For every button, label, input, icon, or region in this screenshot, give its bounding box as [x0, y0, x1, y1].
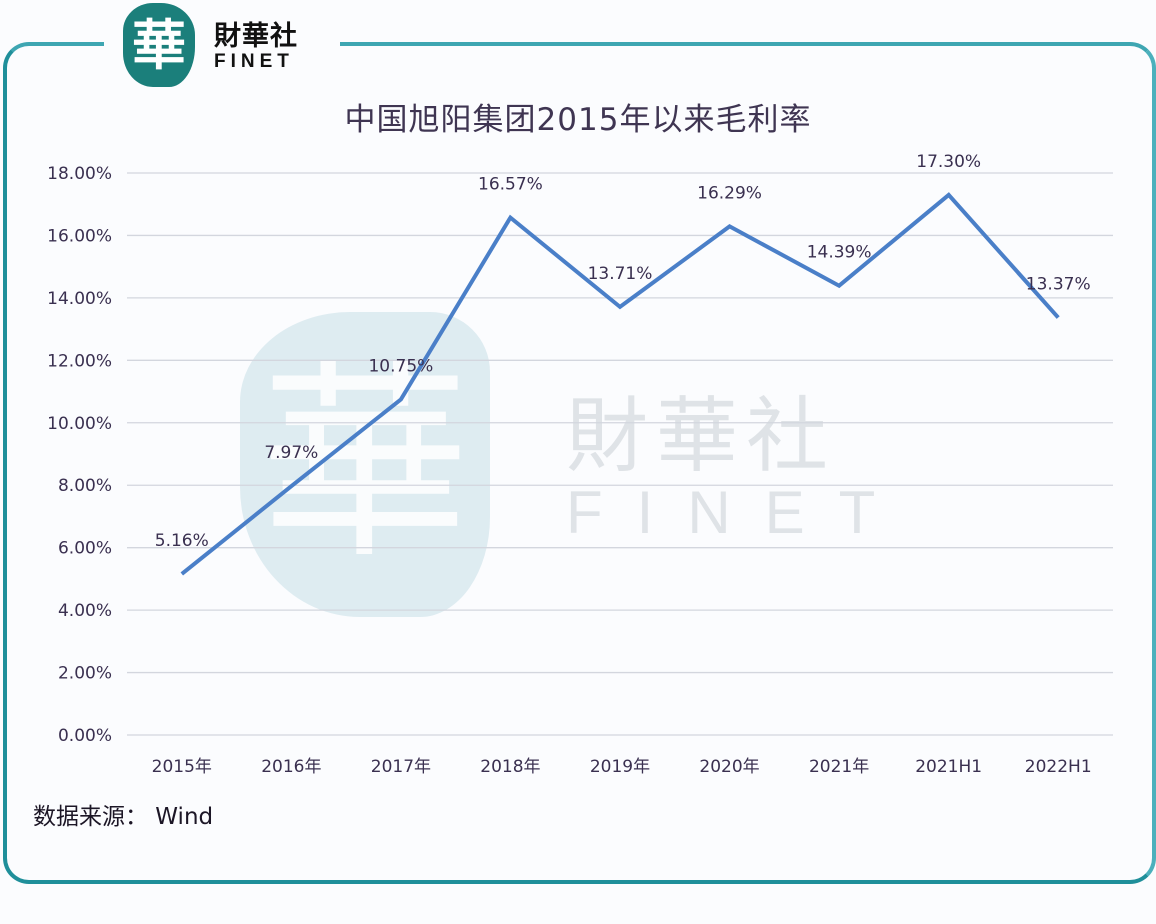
x-tick-label: 2016年 [261, 757, 321, 777]
y-tick-label: 4.00% [58, 601, 112, 621]
data-label: 5.16% [155, 531, 209, 551]
y-tick-label: 2.00% [58, 664, 112, 684]
finet-logo-icon: 華 [123, 3, 195, 87]
x-tick-label: 2022H1 [1025, 757, 1092, 777]
x-tick-label: 2017年 [371, 757, 431, 777]
watermark-glyph: 華 [259, 341, 470, 587]
x-tick-label: 2021H1 [915, 757, 982, 777]
y-tick-label: 12.00% [47, 351, 112, 371]
data-labels: 5.16% 7.97% 10.75% 16.57% 13.71% 16.29% 14.39%… [155, 152, 1091, 551]
y-axis-ticks: 0.00% 2.00% 4.00% 6.00% 8.00% 10.00% 12.00% 14.… [47, 164, 112, 746]
data-label: 16.29% [697, 183, 762, 203]
data-label: 7.97% [264, 443, 318, 463]
brand-name-cn: 財華社 [214, 21, 298, 52]
y-tick-label: 14.00% [47, 289, 112, 309]
gross-margin-line [180, 192, 1060, 576]
y-tick-label: 16.00% [47, 226, 112, 246]
x-tick-label: 2021年 [809, 757, 869, 777]
data-label: 13.37% [1026, 275, 1091, 295]
data-label: 17.30% [916, 152, 981, 172]
x-axis-ticks: 2015年 2016年 2017年 2018年 2019年 2020年 2021年 2021H… [152, 757, 1092, 777]
watermark-name-cn: 財華社 [566, 389, 837, 484]
y-tick-label: 18.00% [47, 164, 112, 184]
watermark-name-en: FINET [566, 479, 910, 546]
data-label: 16.57% [478, 175, 543, 195]
y-tick-label: 0.00% [58, 726, 112, 746]
y-tick-label: 6.00% [58, 539, 112, 559]
chart-title: 中国旭阳集团2015年以来毛利率 [344, 102, 812, 138]
x-tick-label: 2020年 [699, 757, 759, 777]
watermark-text: 財華社 FINET [566, 392, 909, 544]
x-tick-label: 2019年 [590, 757, 650, 777]
y-tick-label: 10.00% [47, 414, 112, 434]
brand-name-en: FINET [214, 51, 294, 72]
x-tick-label: 2018年 [480, 757, 540, 777]
brand-name: 財華社 FINET [214, 22, 298, 72]
data-label: 10.75% [368, 356, 433, 376]
gridlines [127, 172, 1113, 736]
logo-glyph: 華 [132, 13, 186, 77]
y-tick-label: 8.00% [58, 476, 112, 496]
chart-frame [3, 42, 1156, 884]
data-label: 13.71% [588, 264, 653, 284]
data-label: 14.39% [807, 243, 872, 263]
x-tick-label: 2015年 [152, 757, 212, 777]
watermark-logo-icon: 華 [240, 312, 490, 617]
data-source: 数据来源： Wind [33, 804, 214, 830]
